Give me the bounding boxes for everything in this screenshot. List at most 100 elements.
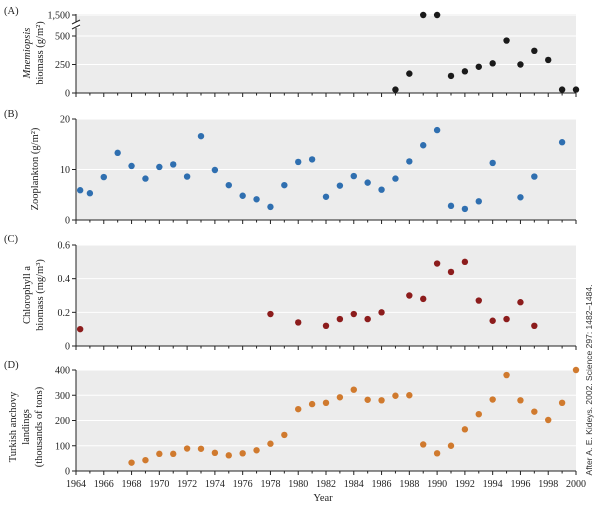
panel-a-data-point — [572, 86, 580, 93]
panel-b-data-point — [558, 139, 566, 146]
x-tick-label: 1990 — [427, 479, 447, 490]
panel-a-axis-break-mark — [71, 24, 81, 30]
panel-b-data-point — [489, 159, 496, 167]
panel-d-data-point — [392, 392, 399, 399]
panel-a-y-tick-label: 250 — [55, 60, 70, 71]
panel-d-y-tick-label: 400 — [55, 366, 70, 377]
panel-d-data-point — [503, 371, 510, 379]
panel-b-data-point — [211, 166, 219, 174]
x-tick-label: 1968 — [122, 479, 142, 490]
panel-d-data-point — [225, 452, 232, 459]
panel-a-y-tick-label: 0 — [65, 89, 70, 100]
x-tick-label: 1994 — [483, 479, 503, 490]
panel-c-data-point — [503, 315, 510, 323]
x-tick-label: 2000 — [566, 479, 586, 490]
panel-b-data-point — [156, 163, 163, 171]
panel-c-data-point — [461, 258, 469, 266]
panel-letter-d: (D) — [4, 360, 19, 371]
panel-c-data-point — [295, 319, 302, 326]
x-tick-label: 1964 — [66, 479, 86, 490]
panel-c-data-point — [433, 260, 441, 267]
panel-b-data-point — [225, 181, 232, 189]
panel-b-data-point — [308, 156, 316, 163]
panel-b-data-point — [378, 186, 385, 193]
panel-c: 0 0.2 0.4 0.6 — [58, 241, 577, 353]
panel-d-data-point — [239, 450, 246, 457]
panel-b-data-point — [239, 192, 246, 199]
panel-b-data-point — [364, 179, 371, 186]
panel-b-data-point — [197, 132, 205, 140]
panel-c-data-point — [406, 292, 413, 299]
panel-c-data-point — [420, 295, 427, 303]
x-tick-label: 1982 — [316, 479, 336, 490]
panel-a-data-point — [475, 63, 482, 70]
panel-d-data-point — [253, 447, 260, 454]
panel-letter-c: (C) — [4, 234, 19, 245]
panel-d-data-point — [156, 450, 163, 458]
panel-d-ylabel-3: (thousands of tons) — [34, 386, 45, 467]
x-tick-label: 1986 — [372, 479, 392, 490]
x-tick-label: 1984 — [344, 479, 364, 490]
x-tick-label: 1976 — [233, 479, 253, 490]
panel-d-data-point — [322, 399, 330, 407]
panel-b-data-point — [461, 205, 469, 213]
panel-c-data-point — [364, 315, 371, 323]
panel-c-ylabel: Chlorophyll a — [22, 266, 33, 324]
panel-c-ylabel-2: biomass (mg/m³) — [35, 259, 46, 331]
panel-b-data-point — [406, 158, 413, 165]
panel-c-data-point — [76, 325, 84, 333]
panel-a-data-point — [545, 56, 552, 64]
panel-d-data-point — [281, 431, 288, 439]
panel-c-data-point — [517, 299, 524, 306]
source-credit: After A. E. Kideys. 2002. Science 297: 1… — [584, 285, 594, 476]
panel-b-y-tick-label: 10 — [60, 165, 70, 176]
panel-d-data-point — [531, 408, 538, 415]
panel-b-data-point — [142, 175, 149, 182]
panel-d-data-point — [336, 394, 344, 401]
panel-b-data-point — [253, 196, 260, 203]
x-tick-label: 1996 — [510, 479, 530, 490]
panel-c-y-tick-label: 0.2 — [58, 308, 71, 319]
panel-a-data-point — [447, 72, 455, 80]
panel-a: 0 250 500 1,500 — [48, 11, 580, 100]
x-tick-labels: 1964 1966 1968 1970 1972 1974 1976 1978 1980 1982… — [66, 479, 586, 490]
panel-b-data-point — [475, 198, 482, 205]
panel-c-data-point — [475, 297, 482, 304]
panel-d-data-point — [378, 397, 385, 404]
panel-c-data-point — [447, 268, 455, 276]
x-tick-label: 1980 — [288, 479, 308, 490]
panel-b-ylabel: Zooplankton (g/m²) — [30, 127, 41, 210]
panel-a-y-tick-label: 500 — [55, 32, 70, 43]
panel-c-data-point — [267, 310, 274, 318]
x-tick-label: 1998 — [538, 479, 558, 490]
panel-a-data-point — [392, 86, 399, 93]
x-tick-label: 1966 — [94, 479, 114, 490]
panel-a-ylabel-2: biomass (g/m²) — [35, 21, 46, 85]
panel-b-data-point — [517, 194, 524, 201]
panel-a-data-point — [433, 11, 441, 19]
panel-d-y-tick-label: 200 — [55, 416, 70, 427]
panel-d-data-point — [128, 459, 135, 466]
panel-c-y-tick-label: 0 — [65, 342, 70, 353]
x-tick-label: 1992 — [455, 479, 475, 490]
panel-b-data-point — [350, 172, 357, 180]
panel-letter-b: (B) — [4, 109, 19, 120]
panel-b-data-point — [336, 182, 344, 189]
panel-b-data-point — [76, 187, 84, 194]
panel-d-data-point — [545, 416, 552, 424]
x-tick-label: 1988 — [399, 479, 419, 490]
panel-b-y-tick-label: 20 — [60, 115, 70, 126]
panel-d-y-tick-label: 300 — [55, 391, 70, 402]
panel-a-data-point — [489, 60, 496, 67]
panel-d-data-point — [350, 386, 357, 393]
panel-a-data-point — [503, 37, 510, 44]
panel-c-data-point — [322, 322, 330, 329]
panel-b-data-point — [447, 202, 455, 210]
panel-a-axis-break-mark — [71, 19, 81, 25]
panel-b-data-point — [392, 175, 399, 182]
panel-d-data-point — [211, 449, 219, 457]
panel-b-data-point — [183, 173, 191, 180]
panel-c-data-point — [531, 322, 538, 329]
panel-c-data-point — [489, 317, 496, 324]
